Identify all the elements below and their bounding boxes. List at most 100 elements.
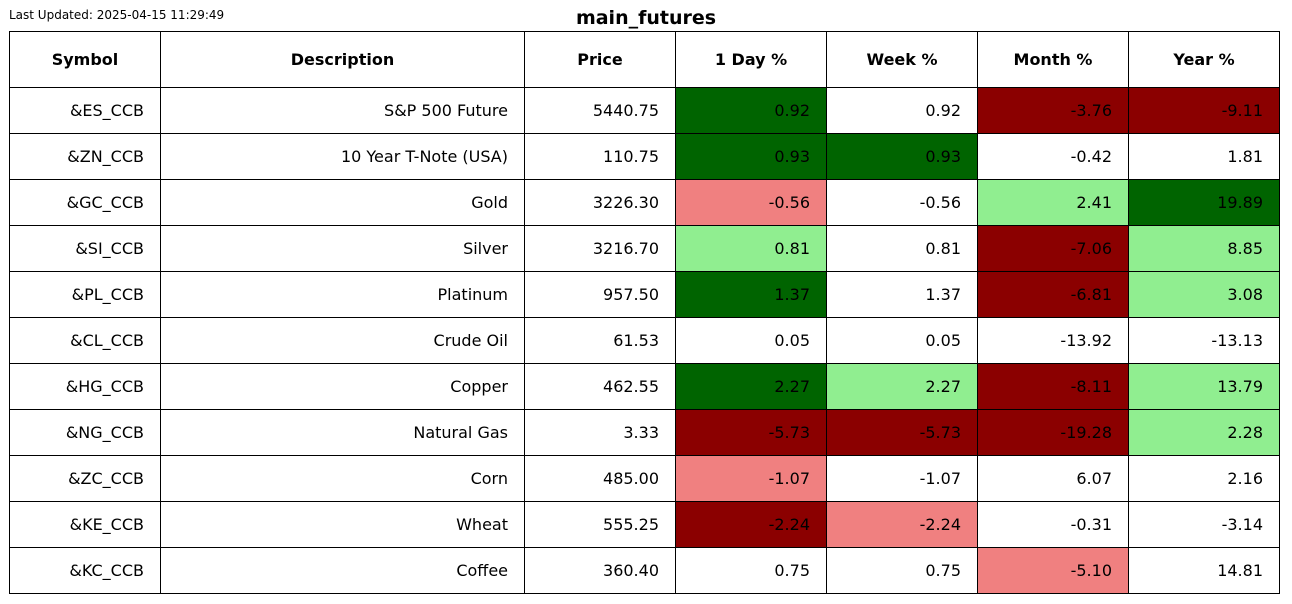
cell-price: 3226.30 bbox=[524, 179, 676, 226]
table-row: &ZC_CCB Corn 485.00 -1.07 -1.07 6.07 2.16 bbox=[9, 455, 1280, 502]
cell-symbol: &KC_CCB bbox=[9, 547, 161, 594]
cell-year-pct: 2.16 bbox=[1128, 455, 1280, 502]
table-row: &KC_CCB Coffee 360.40 0.75 0.75 -5.10 14.81 bbox=[9, 547, 1280, 594]
cell-symbol: &ZC_CCB bbox=[9, 455, 161, 502]
cell-year-pct: 3.08 bbox=[1128, 271, 1280, 318]
cell-symbol: &NG_CCB bbox=[9, 409, 161, 456]
column-header-price: Price bbox=[524, 31, 676, 88]
cell-price: 110.75 bbox=[524, 133, 676, 180]
table-row: &ZN_CCB 10 Year T-Note (USA) 110.75 0.93 0.9… bbox=[9, 133, 1280, 180]
cell-year-pct: 13.79 bbox=[1128, 363, 1280, 410]
cell-month-pct: 2.41 bbox=[977, 179, 1129, 226]
cell-year-pct: 2.28 bbox=[1128, 409, 1280, 456]
cell-1-day-pct: 2.27 bbox=[675, 363, 827, 410]
cell-month-pct: 6.07 bbox=[977, 455, 1129, 502]
cell-description: Platinum bbox=[160, 271, 525, 318]
last-updated-text: Last Updated: 2025-04-15 11:29:49 bbox=[9, 8, 225, 22]
cell-week-pct: 0.81 bbox=[826, 225, 978, 272]
cell-1-day-pct: 0.93 bbox=[675, 133, 827, 180]
cell-month-pct: -8.11 bbox=[977, 363, 1129, 410]
cell-1-day-pct: -2.24 bbox=[675, 501, 827, 548]
cell-symbol: &ES_CCB bbox=[9, 87, 161, 134]
cell-description: Wheat bbox=[160, 501, 525, 548]
cell-week-pct: 1.37 bbox=[826, 271, 978, 318]
cell-description: Natural Gas bbox=[160, 409, 525, 456]
header-row: Symbol Description Price 1 Day % Week % … bbox=[9, 31, 1280, 88]
cell-month-pct: -13.92 bbox=[977, 317, 1129, 364]
cell-1-day-pct: -1.07 bbox=[675, 455, 827, 502]
column-header-year-pct: Year % bbox=[1128, 31, 1280, 88]
cell-week-pct: 0.75 bbox=[826, 547, 978, 594]
cell-symbol: &ZN_CCB bbox=[9, 133, 161, 180]
cell-month-pct: -3.76 bbox=[977, 87, 1129, 134]
table-row: &PL_CCB Platinum 957.50 1.37 1.37 -6.81 3.08 bbox=[9, 271, 1280, 318]
column-header-symbol: Symbol bbox=[9, 31, 161, 88]
cell-year-pct: 14.81 bbox=[1128, 547, 1280, 594]
column-header-1-day-pct: 1 Day % bbox=[675, 31, 827, 88]
cell-1-day-pct: 0.05 bbox=[675, 317, 827, 364]
cell-description: Coffee bbox=[160, 547, 525, 594]
cell-1-day-pct: -0.56 bbox=[675, 179, 827, 226]
futures-table: Symbol Description Price 1 Day % Week % … bbox=[9, 31, 1280, 594]
table-row: &CL_CCB Crude Oil 61.53 0.05 0.05 -13.92 -13.1… bbox=[9, 317, 1280, 364]
cell-symbol: &HG_CCB bbox=[9, 363, 161, 410]
table-row: &HG_CCB Copper 462.55 2.27 2.27 -8.11 13.79 bbox=[9, 363, 1280, 410]
cell-1-day-pct: -5.73 bbox=[675, 409, 827, 456]
cell-week-pct: -2.24 bbox=[826, 501, 978, 548]
table-title: main_futures bbox=[575, 7, 717, 29]
cell-month-pct: -7.06 bbox=[977, 225, 1129, 272]
cell-symbol: &KE_CCB bbox=[9, 501, 161, 548]
cell-1-day-pct: 0.75 bbox=[675, 547, 827, 594]
column-header-description: Description bbox=[160, 31, 525, 88]
cell-year-pct: -13.13 bbox=[1128, 317, 1280, 364]
cell-month-pct: -5.10 bbox=[977, 547, 1129, 594]
cell-week-pct: 0.92 bbox=[826, 87, 978, 134]
cell-week-pct: -1.07 bbox=[826, 455, 978, 502]
cell-description: Copper bbox=[160, 363, 525, 410]
cell-symbol: &CL_CCB bbox=[9, 317, 161, 364]
cell-week-pct: 0.93 bbox=[826, 133, 978, 180]
cell-week-pct: -5.73 bbox=[826, 409, 978, 456]
table-row: &ES_CCB S&P 500 Future 5440.75 0.92 0.92 -3.7… bbox=[9, 87, 1280, 134]
cell-price: 462.55 bbox=[524, 363, 676, 410]
column-header-month-pct: Month % bbox=[977, 31, 1129, 88]
cell-description: 10 Year T-Note (USA) bbox=[160, 133, 525, 180]
cell-week-pct: 2.27 bbox=[826, 363, 978, 410]
cell-price: 485.00 bbox=[524, 455, 676, 502]
cell-year-pct: 8.85 bbox=[1128, 225, 1280, 272]
cell-week-pct: 0.05 bbox=[826, 317, 978, 364]
cell-year-pct: -9.11 bbox=[1128, 87, 1280, 134]
cell-1-day-pct: 0.92 bbox=[675, 87, 827, 134]
cell-month-pct: -6.81 bbox=[977, 271, 1129, 318]
cell-year-pct: 1.81 bbox=[1128, 133, 1280, 180]
cell-symbol: &PL_CCB bbox=[9, 271, 161, 318]
table-row: &NG_CCB Natural Gas 3.33 -5.73 -5.73 -19.28 2.… bbox=[9, 409, 1280, 456]
cell-symbol: &GC_CCB bbox=[9, 179, 161, 226]
cell-price: 360.40 bbox=[524, 547, 676, 594]
cell-price: 555.25 bbox=[524, 501, 676, 548]
column-header-week-pct: Week % bbox=[826, 31, 978, 88]
cell-month-pct: -0.31 bbox=[977, 501, 1129, 548]
cell-month-pct: -19.28 bbox=[977, 409, 1129, 456]
cell-symbol: &SI_CCB bbox=[9, 225, 161, 272]
cell-week-pct: -0.56 bbox=[826, 179, 978, 226]
cell-description: Gold bbox=[160, 179, 525, 226]
cell-description: Corn bbox=[160, 455, 525, 502]
cell-year-pct: -3.14 bbox=[1128, 501, 1280, 548]
cell-price: 957.50 bbox=[524, 271, 676, 318]
cell-1-day-pct: 0.81 bbox=[675, 225, 827, 272]
table-body: &ES_CCB S&P 500 Future 5440.75 0.92 0.92 -3.7… bbox=[9, 87, 1280, 594]
cell-month-pct: -0.42 bbox=[977, 133, 1129, 180]
cell-description: Silver bbox=[160, 225, 525, 272]
cell-description: S&P 500 Future bbox=[160, 87, 525, 134]
table-row: &SI_CCB Silver 3216.70 0.81 0.81 -7.06 8.85 bbox=[9, 225, 1280, 272]
cell-price: 3.33 bbox=[524, 409, 676, 456]
cell-price: 5440.75 bbox=[524, 87, 676, 134]
cell-description: Crude Oil bbox=[160, 317, 525, 364]
cell-price: 61.53 bbox=[524, 317, 676, 364]
cell-price: 3216.70 bbox=[524, 225, 676, 272]
cell-1-day-pct: 1.37 bbox=[675, 271, 827, 318]
table-row: &KE_CCB Wheat 555.25 -2.24 -2.24 -0.31 -3.14 bbox=[9, 501, 1280, 548]
table-row: &GC_CCB Gold 3226.30 -0.56 -0.56 2.41 19.89 bbox=[9, 179, 1280, 226]
cell-year-pct: 19.89 bbox=[1128, 179, 1280, 226]
